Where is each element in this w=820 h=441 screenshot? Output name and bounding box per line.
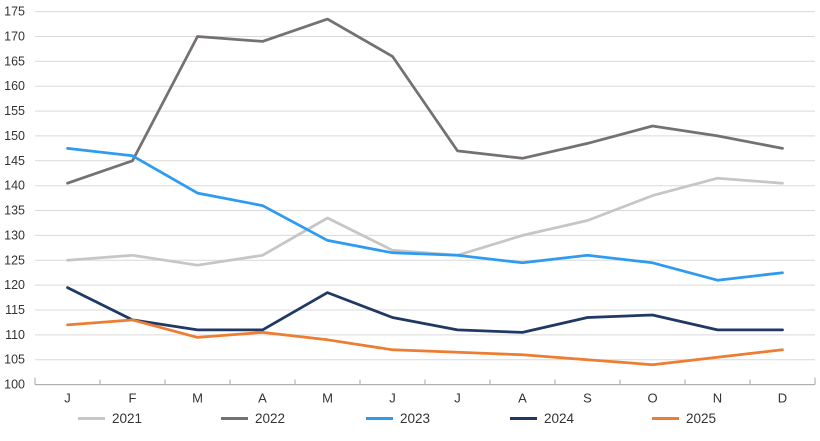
svg-text:165: 165 bbox=[4, 54, 25, 68]
svg-text:140: 140 bbox=[4, 179, 25, 193]
svg-text:M: M bbox=[322, 391, 333, 406]
svg-text:D: D bbox=[778, 391, 787, 406]
svg-text:115: 115 bbox=[5, 303, 25, 317]
svg-text:A: A bbox=[258, 391, 267, 406]
svg-text:110: 110 bbox=[5, 328, 25, 342]
svg-text:135: 135 bbox=[4, 204, 25, 218]
svg-text:O: O bbox=[647, 391, 657, 406]
svg-text:J: J bbox=[454, 391, 461, 406]
svg-text:125: 125 bbox=[4, 253, 25, 267]
svg-text:150: 150 bbox=[4, 129, 25, 143]
svg-text:J: J bbox=[389, 391, 396, 406]
svg-text:F: F bbox=[129, 391, 137, 406]
svg-text:145: 145 bbox=[4, 154, 25, 168]
svg-text:S: S bbox=[583, 391, 592, 406]
svg-text:A: A bbox=[518, 391, 527, 406]
svg-text:105: 105 bbox=[4, 353, 25, 367]
svg-text:M: M bbox=[192, 391, 203, 406]
svg-text:100: 100 bbox=[4, 378, 25, 392]
svg-text:120: 120 bbox=[4, 278, 25, 292]
svg-text:170: 170 bbox=[4, 30, 25, 44]
svg-text:130: 130 bbox=[4, 228, 25, 242]
svg-text:J: J bbox=[64, 391, 71, 406]
svg-text:160: 160 bbox=[4, 79, 25, 93]
svg-text:155: 155 bbox=[4, 104, 25, 118]
svg-text:N: N bbox=[713, 391, 722, 406]
